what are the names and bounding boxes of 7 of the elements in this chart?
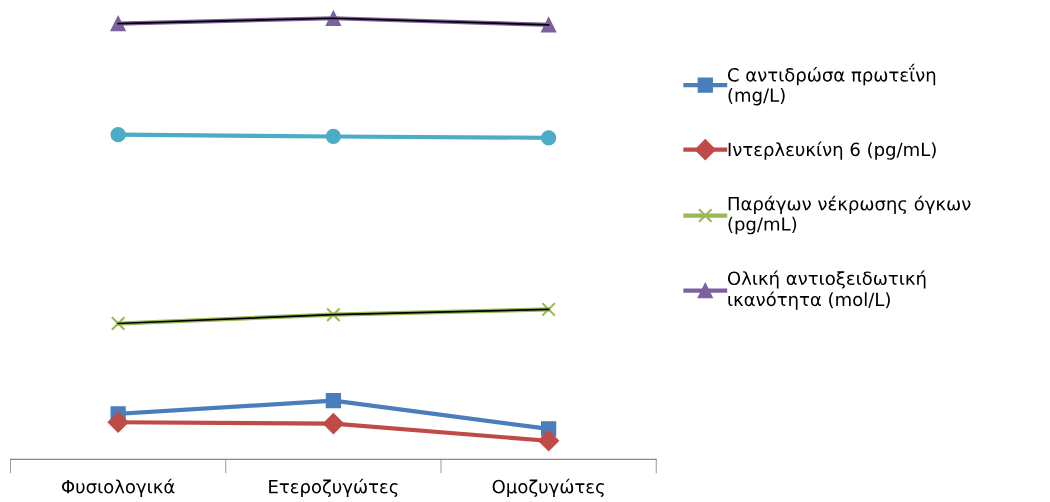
legend-label: Ολική αντιοξειδωτική ικανότητα (mol/L) xyxy=(727,270,926,310)
x-tick-label: Ετεροζυγώτες xyxy=(269,478,398,498)
legend-label: C αντιδρώσα πρωτεΐνη (mg/L) xyxy=(727,63,936,106)
legend-label: Παράγων νέκρωσης όγκων (pg/mL) xyxy=(728,195,971,235)
x-tick-label: Ομοζυγώτες xyxy=(492,478,604,498)
x-tick-label: Φυσιολογικά xyxy=(61,478,175,497)
legend-label: Ιντερλευκίνη 6 (pg/mL) xyxy=(728,141,936,160)
